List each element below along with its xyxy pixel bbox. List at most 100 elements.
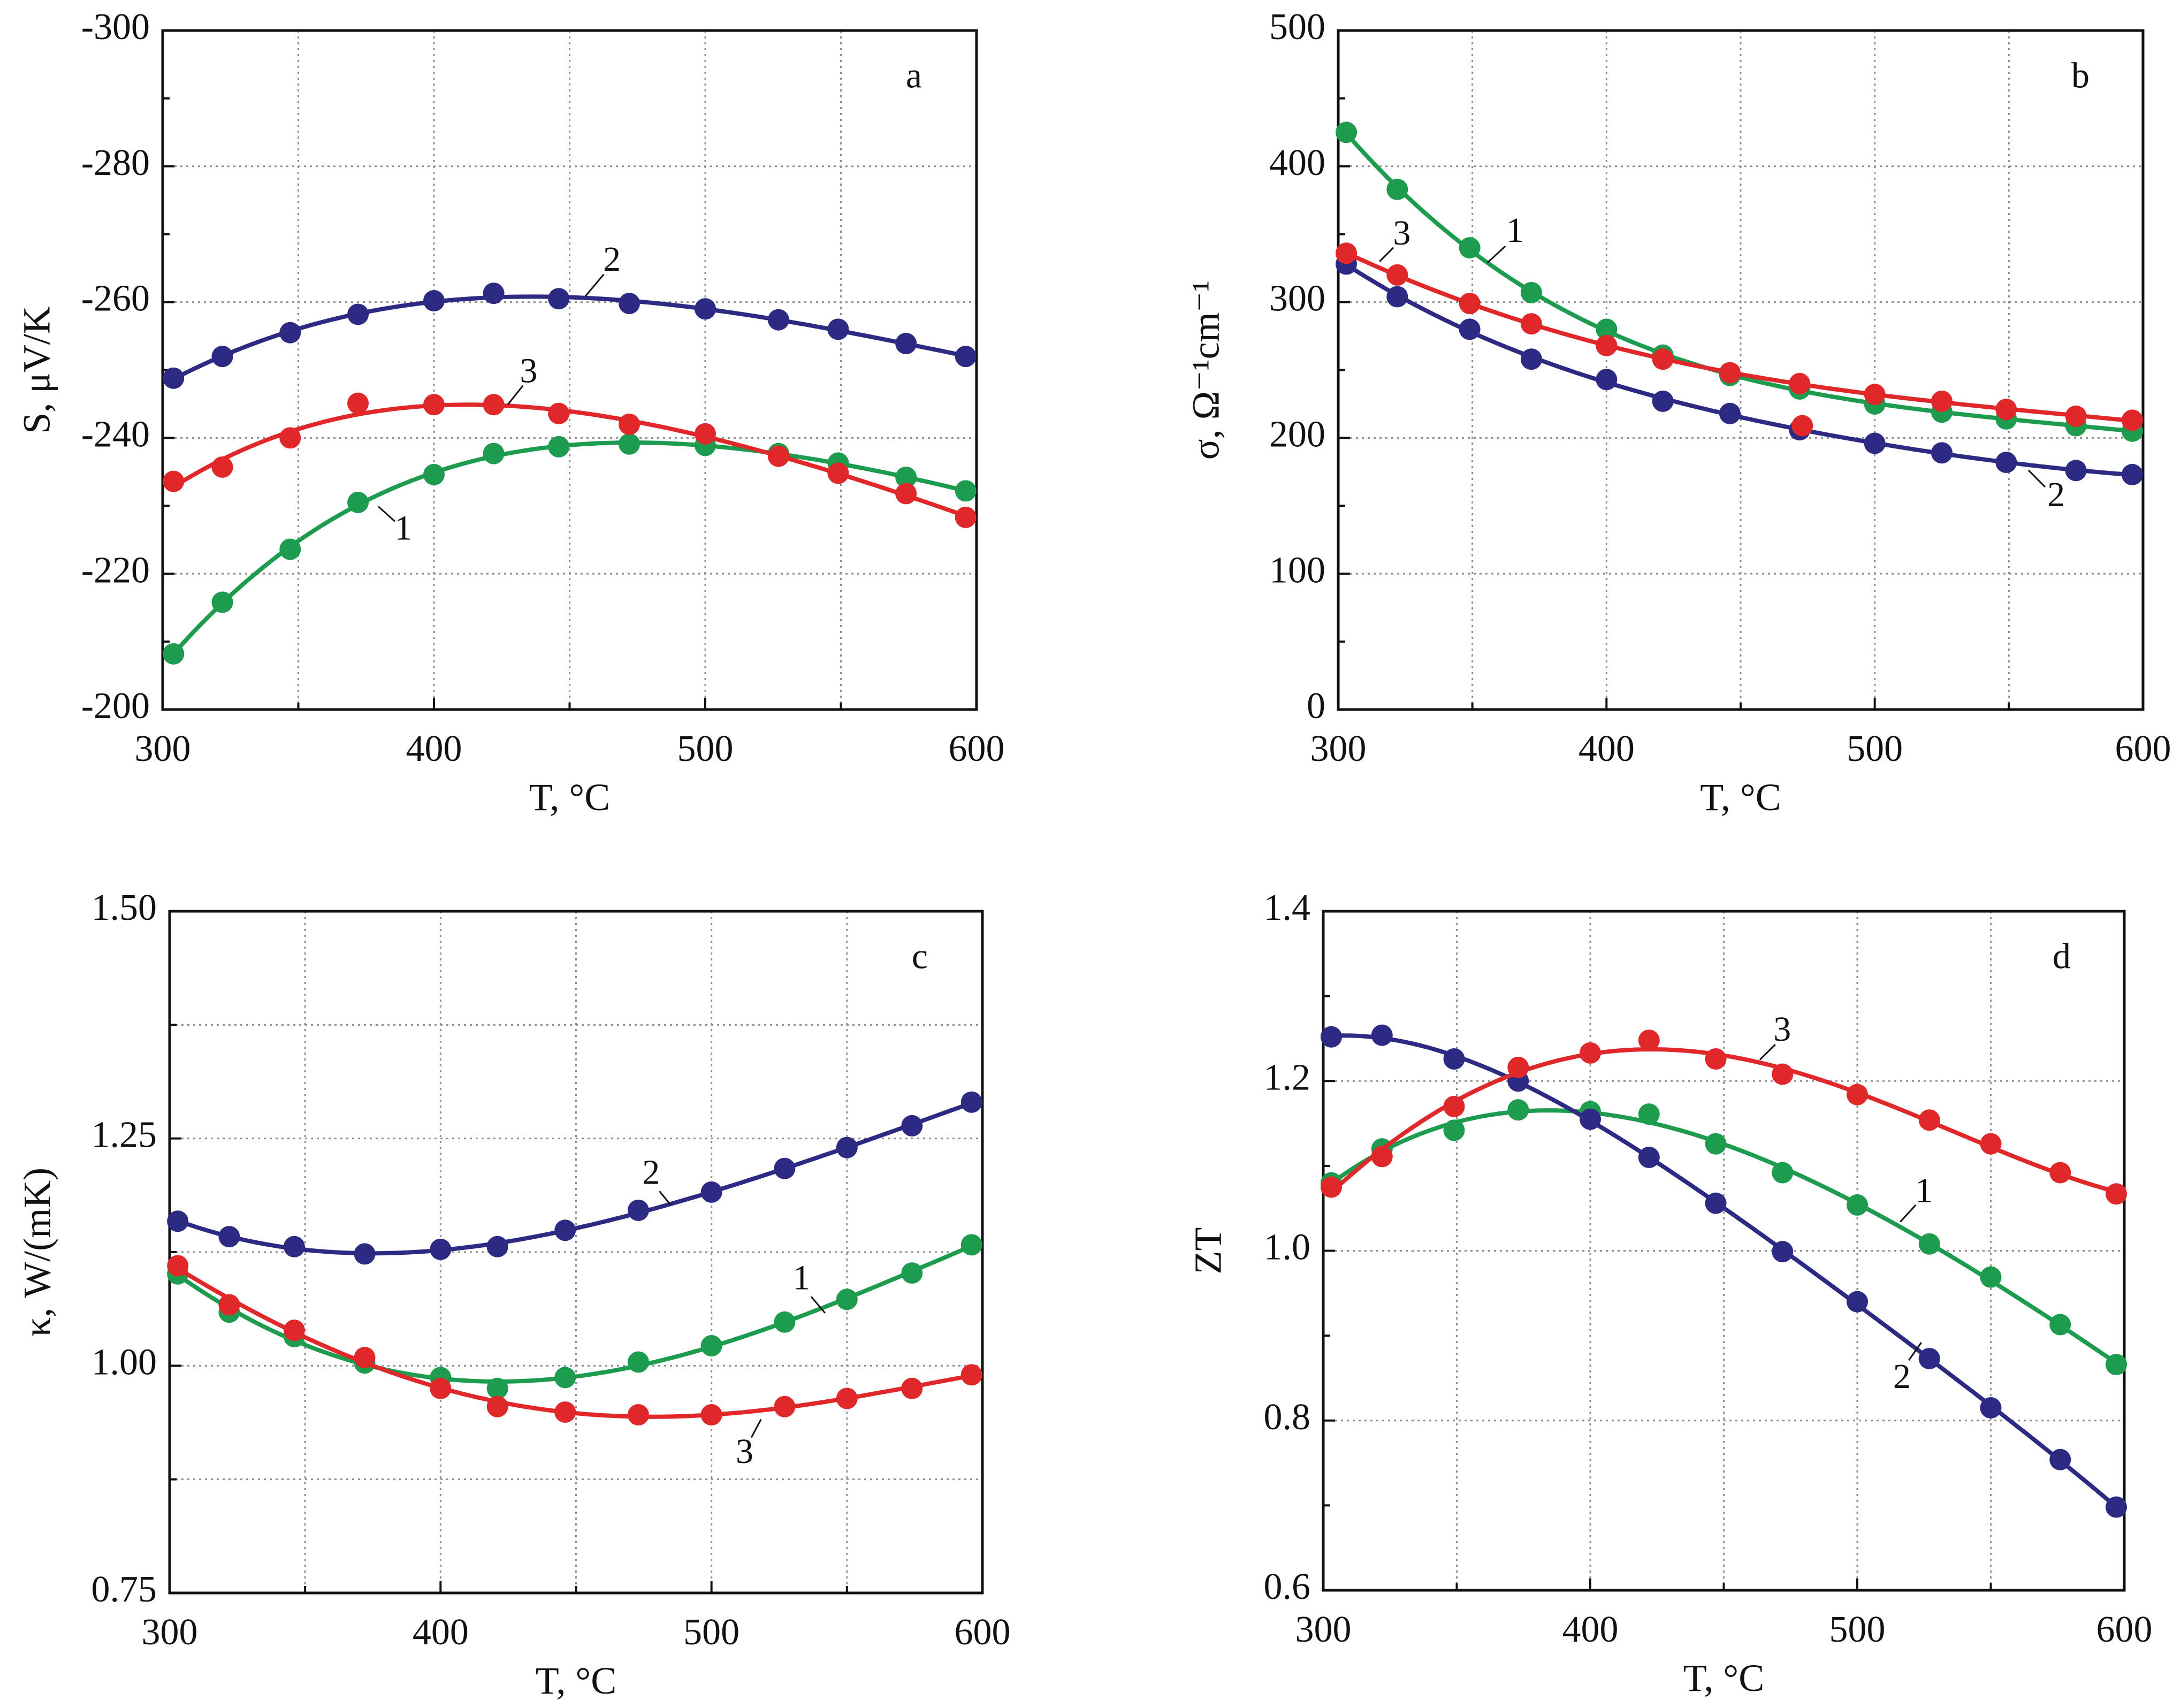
series-3-label: 3	[520, 351, 537, 390]
series-1-point	[1918, 1233, 1940, 1255]
series-3-point	[163, 470, 185, 492]
x-tick-label: 600	[949, 728, 1005, 769]
series-2-point	[700, 1181, 722, 1203]
series-1-point	[423, 463, 445, 485]
series-2-point	[1864, 432, 1886, 454]
series-3-point	[283, 1320, 305, 1341]
series-2-point	[1995, 452, 2017, 474]
series-1-point	[1847, 1194, 1868, 1216]
series-2-point	[486, 1236, 508, 1257]
series-2-point	[767, 309, 789, 331]
series-3-point	[354, 1347, 376, 1369]
series-3-point	[1980, 1133, 2002, 1155]
series-1-point	[1596, 318, 1618, 340]
series-1-point	[1386, 178, 1408, 200]
series-3-point	[700, 1404, 722, 1426]
series-2-point	[354, 1243, 376, 1265]
series-2-point	[1931, 442, 1953, 464]
series-1-point	[554, 1367, 576, 1389]
series-3-point	[895, 483, 917, 505]
series-1-point	[1443, 1119, 1465, 1141]
series-3-leader-line	[507, 385, 524, 406]
series-3-point	[767, 445, 789, 467]
x-tick-label: 400	[1562, 1609, 1619, 1650]
x-tick-label: 300	[135, 728, 191, 769]
series-3-point	[554, 1401, 576, 1423]
y-tick-label: -200	[81, 685, 150, 727]
series-3-point	[1847, 1084, 1868, 1105]
series-1-curve	[1344, 131, 2134, 433]
series-1-point	[1638, 1103, 1660, 1125]
panel-b: 300 400 500 600 0 100 200 300 400 500 T, °C σ, Ω⁻¹c…	[1185, 6, 2171, 819]
series-3-point	[423, 394, 445, 416]
y-tick-label: 1.25	[91, 1115, 157, 1156]
series-3-point	[1336, 242, 1358, 264]
series-1-point	[836, 1288, 858, 1310]
series-2-point	[283, 1236, 305, 1257]
series-3-point	[1864, 384, 1886, 406]
series-3-point	[2106, 1183, 2127, 1205]
y-tick-label: 1.50	[91, 887, 157, 928]
x-axis-title: T, °C	[1683, 1657, 1764, 1699]
series-3-point	[1652, 348, 1674, 370]
series-2-leader-line	[2027, 469, 2046, 488]
series-2-point	[1459, 318, 1481, 340]
series-2-point	[619, 293, 640, 315]
y-axis-title: S, μV/K	[16, 306, 58, 434]
series-3-point	[211, 456, 233, 478]
series-3-point	[774, 1396, 796, 1417]
series-2-point	[955, 346, 977, 368]
series-3-point	[1371, 1146, 1393, 1168]
x-tick-label: 300	[1310, 728, 1367, 769]
panel-letter: a	[906, 55, 922, 96]
series-3-point	[1772, 1063, 1794, 1085]
series-2-point	[901, 1115, 923, 1137]
series-2-point	[1371, 1024, 1393, 1046]
y-tick-label: 0	[1307, 685, 1325, 727]
series-1-point	[548, 436, 570, 458]
series-2-point	[1847, 1291, 1868, 1313]
series-1-point	[1459, 237, 1481, 259]
series-2-point	[1320, 1026, 1342, 1048]
panel-d: 300 400 500 600 0.6 0.8 1.0 1.2 1.4 T, °C ZT d 1 2 3	[1187, 887, 2153, 1699]
series-2-label: 2	[603, 240, 621, 279]
panel-letter: c	[912, 936, 928, 977]
series-3-point	[1320, 1176, 1342, 1198]
series-3-point	[2049, 1162, 2071, 1184]
series-2-point	[827, 318, 849, 340]
series-1-label: 1	[1506, 211, 1524, 250]
x-tick-label: 500	[1847, 728, 1903, 769]
series-2-point	[548, 288, 570, 310]
series-3-point	[901, 1377, 923, 1399]
series-3-point	[1443, 1095, 1465, 1117]
series-2-point	[1638, 1147, 1660, 1169]
x-tick-label: 400	[406, 728, 462, 769]
series-2-point	[554, 1219, 576, 1241]
series-2-point	[423, 290, 445, 312]
y-tick-label: 400	[1269, 142, 1325, 184]
series-2-point	[2049, 1448, 2071, 1470]
series-3-point	[1459, 293, 1481, 315]
series-1-point	[627, 1351, 649, 1373]
series-3-point	[1520, 313, 1542, 335]
series-3-label: 3	[1773, 1010, 1791, 1049]
series-2-point	[1772, 1241, 1794, 1263]
series-3-point	[2121, 409, 2143, 431]
y-axis-title: ZT	[1187, 1227, 1230, 1275]
series-2-label: 2	[2047, 475, 2065, 514]
series-1-point	[1705, 1133, 1727, 1155]
series-1-point	[955, 480, 977, 502]
series-3-point	[279, 427, 301, 449]
series-1-leader-line	[378, 506, 395, 522]
series-2-point	[2106, 1496, 2127, 1518]
series-1-label: 1	[394, 509, 412, 548]
series-3-point	[1507, 1056, 1529, 1078]
series-1-point	[163, 643, 185, 665]
x-tick-label: 600	[2115, 728, 2171, 769]
series-3-label: 3	[1393, 214, 1410, 253]
series-3-point	[1638, 1030, 1660, 1051]
series-2-point	[347, 303, 369, 325]
series-2-point	[163, 367, 185, 389]
series-3-point	[1596, 334, 1618, 356]
y-tick-label: 200	[1269, 414, 1325, 455]
